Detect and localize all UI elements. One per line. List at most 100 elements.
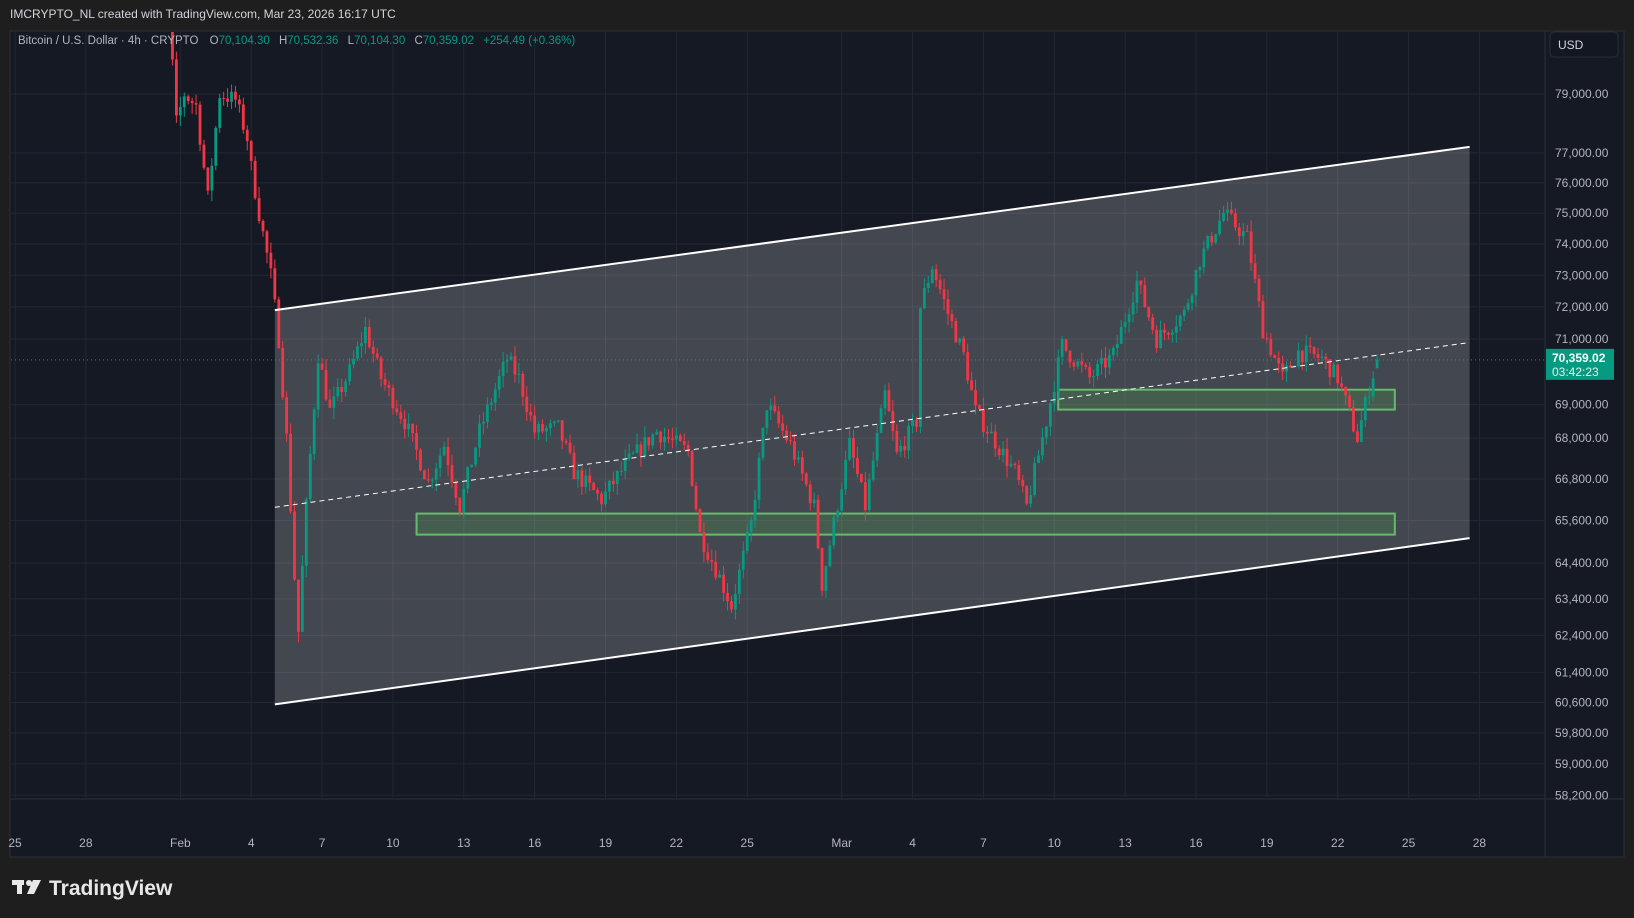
candle-body	[651, 434, 655, 446]
candle-body	[1367, 396, 1371, 398]
price-tick-label: 58,200.00	[1555, 788, 1609, 802]
candle-body	[147, 4, 150, 6]
channel-midline[interactable]	[274, 342, 1470, 508]
legend-close-value: 70,359.02	[423, 35, 474, 47]
channel-upper-line[interactable]	[274, 145, 1470, 312]
candle-body	[214, 127, 218, 166]
candle-body	[1210, 235, 1214, 243]
candle-body	[206, 167, 210, 191]
candle-body	[1033, 463, 1036, 496]
candle-body	[245, 129, 249, 142]
candle-body	[316, 363, 320, 410]
candle-body	[454, 481, 458, 498]
legend-high-label: H	[279, 35, 287, 47]
candle-body	[1328, 359, 1332, 378]
candle-body	[887, 390, 891, 412]
candle-body	[1088, 366, 1092, 378]
candle-body	[395, 408, 399, 413]
time-tick-label: 10	[1048, 836, 1062, 850]
candle-body	[564, 440, 568, 443]
candle-body	[1127, 314, 1131, 322]
time-tick-label: Feb	[170, 836, 191, 850]
candle-body	[556, 420, 560, 422]
candle-body	[560, 420, 564, 441]
time-axis[interactable]: 25 28 Feb 4 7 10 13 16 19 22 25 Mar 4 7 10 13 16 19 22 25 28	[8, 836, 1486, 850]
candle-body	[1139, 280, 1143, 286]
candle-body	[379, 357, 383, 380]
candle-body	[320, 363, 324, 370]
tradingview-logo[interactable]: TradingView	[12, 877, 173, 900]
candle-body	[1064, 339, 1068, 351]
candle-body	[1084, 364, 1088, 367]
candle-body	[371, 346, 375, 354]
candle-body	[1009, 463, 1013, 467]
candle-body	[820, 548, 824, 591]
candle-body	[1096, 364, 1099, 377]
candle-body	[273, 268, 277, 300]
candle-body	[722, 574, 725, 593]
legend: Bitcoin / U.S. Dollar · 4h · CRYPTO O70,…	[18, 35, 575, 47]
candle-body	[505, 359, 509, 362]
candle-body	[533, 415, 537, 433]
candle-body	[1230, 209, 1233, 214]
time-tick-label: 28	[79, 836, 93, 850]
chart-frame	[9, 30, 1625, 858]
candle-body	[438, 455, 442, 469]
candle-body	[639, 444, 643, 457]
channel-lower-line[interactable]	[274, 537, 1470, 706]
candle-body	[985, 431, 989, 434]
candle-body	[883, 390, 887, 409]
time-tick-label: 25	[741, 836, 755, 850]
candle-body	[171, 32, 174, 60]
candle-body	[281, 348, 285, 398]
currency-button[interactable]: USD	[1549, 31, 1619, 58]
candle-body	[726, 592, 729, 602]
candle-body	[875, 433, 879, 461]
candle-body	[360, 343, 363, 347]
candle-body	[1092, 376, 1096, 378]
candle-body	[915, 419, 918, 427]
candle-body	[737, 569, 741, 595]
candle-body	[277, 299, 281, 349]
time-tick-label: 13	[457, 836, 471, 850]
candle-body	[856, 457, 859, 475]
candle-body	[541, 423, 544, 432]
candle-body	[1348, 395, 1351, 408]
candle-body	[1332, 364, 1336, 378]
candle-body	[867, 479, 871, 511]
candle-body	[1320, 356, 1324, 358]
channel-fill[interactable]	[274, 146, 1470, 705]
candle-body	[690, 450, 694, 486]
legend-open-value: 70,104.30	[219, 35, 270, 47]
candle-body	[1041, 437, 1044, 456]
candle-body	[962, 338, 966, 353]
candle-body	[745, 531, 749, 551]
candle-body	[1265, 338, 1269, 340]
candle-body	[1080, 361, 1084, 365]
candle-body	[974, 390, 977, 406]
candle-body	[1143, 285, 1147, 307]
drawings-layer[interactable]	[274, 146, 1470, 705]
candle-body	[608, 480, 611, 492]
candle-body	[1170, 332, 1174, 335]
candle-body	[285, 397, 289, 434]
candle-body	[1285, 365, 1288, 372]
candle-body	[631, 452, 635, 454]
candle-body	[1174, 326, 1178, 333]
price-axis[interactable]: 79,000.00 77,000.00 76,000.00 75,000.00 74,0…	[1555, 87, 1609, 802]
channel-lines[interactable]	[274, 145, 1470, 706]
price-tick-label: 75,000.00	[1555, 206, 1609, 220]
candle-body	[1273, 355, 1277, 358]
candle-body	[761, 427, 765, 458]
candle-body	[643, 437, 647, 457]
candle-body	[537, 423, 540, 433]
candle-body	[289, 433, 292, 512]
candle-body	[1359, 420, 1363, 442]
candle-body	[627, 453, 631, 459]
candle-body	[934, 269, 938, 281]
candle-body	[777, 411, 781, 424]
candle-body	[1186, 303, 1190, 310]
support-zone-box[interactable]	[415, 512, 1396, 536]
candle-body	[580, 470, 584, 487]
